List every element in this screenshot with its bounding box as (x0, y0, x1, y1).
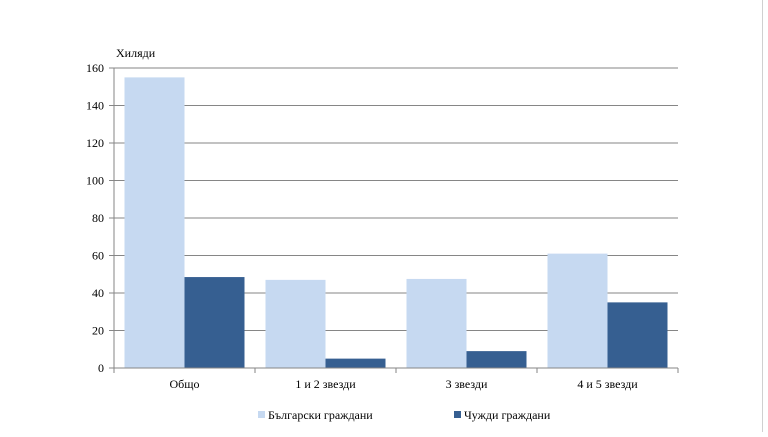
y-tick-label: 100 (86, 174, 104, 188)
legend-swatch (258, 411, 265, 418)
bar-foreign-0 (184, 277, 245, 368)
y-tick-label: 80 (92, 211, 104, 225)
bar-foreign-1 (325, 358, 386, 368)
y-tick-label: 140 (86, 99, 104, 113)
bar-bulgarian-3 (547, 253, 608, 368)
y-axis-label: Хиляди (116, 46, 156, 60)
x-tick-label: Общо (169, 377, 199, 391)
bar-bulgarian-2 (406, 278, 467, 368)
legend-label: Български граждани (268, 408, 373, 422)
y-tick-label: 60 (92, 249, 104, 263)
y-tick-label: 20 (92, 324, 104, 338)
bar-foreign-2 (466, 351, 527, 368)
y-tick-label: 160 (86, 61, 104, 75)
legend-label: Чужди граждани (464, 408, 551, 422)
y-tick-label: 120 (86, 136, 104, 150)
bar-bulgarian-0 (124, 77, 185, 368)
bar-foreign-3 (607, 302, 668, 368)
x-tick-label: 3 звезди (446, 377, 488, 391)
axes: 0 20 40 60 80 100 120 140 160 Общо 1 и 2 звезди 3 з… (86, 61, 679, 391)
x-tick-label: 1 и 2 звезди (295, 377, 356, 391)
page-edge (762, 0, 768, 432)
legend-swatch (454, 411, 461, 418)
legend: Български граждани Чужди граждани (258, 408, 551, 422)
bars (124, 77, 668, 368)
y-tick-label: 40 (92, 286, 104, 300)
bar-bulgarian-1 (265, 279, 326, 368)
x-tick-label: 4 и 5 звезди (577, 377, 638, 391)
y-tick-label: 0 (98, 361, 104, 375)
